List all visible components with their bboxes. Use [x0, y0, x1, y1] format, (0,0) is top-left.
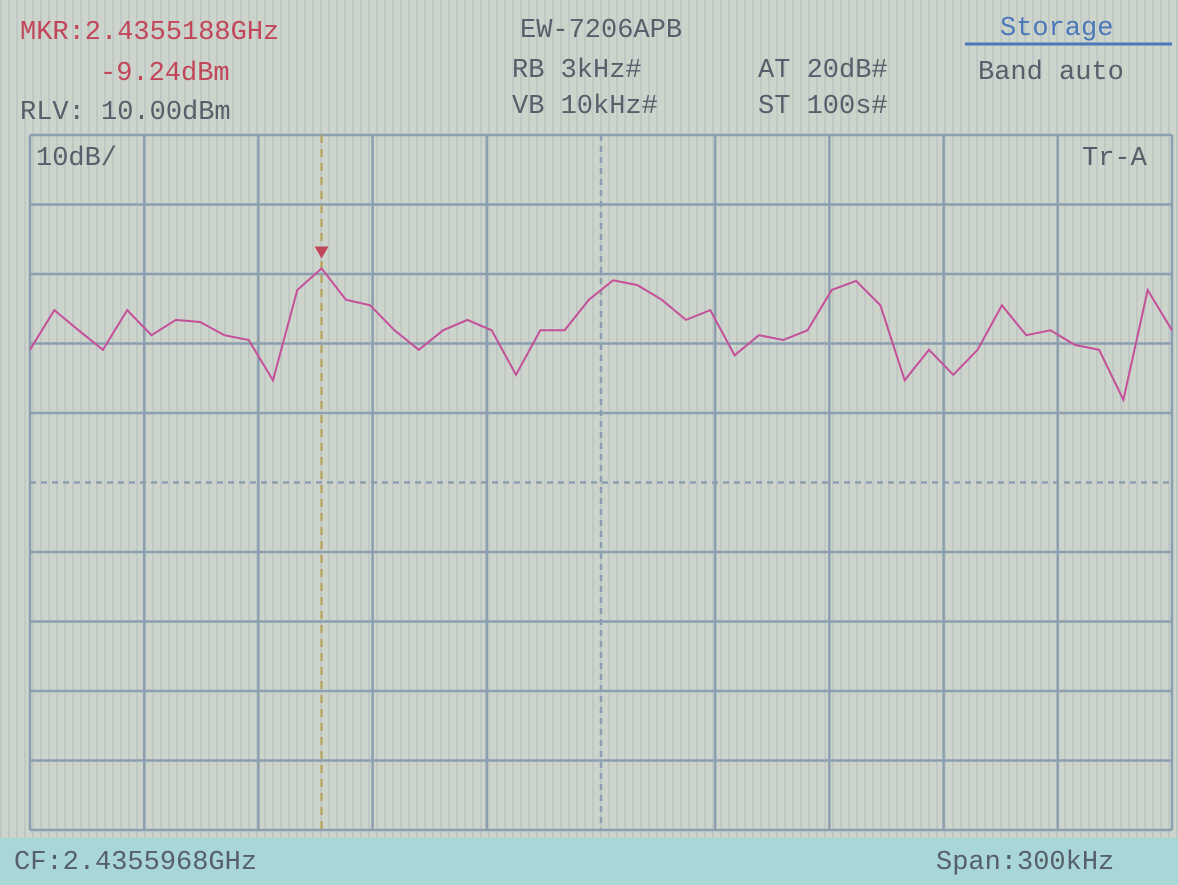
band: Band auto — [978, 58, 1124, 88]
ref-level: RLV: 10.00dBm — [20, 98, 231, 128]
center-freq: CF:2.4355968GHz — [14, 848, 257, 878]
marker-level: -9.24dBm — [100, 59, 230, 89]
vbw: VB 10kHz# — [512, 92, 658, 122]
scale: 10dB/ — [36, 144, 117, 174]
span: Span:300kHz — [936, 848, 1114, 878]
marker-freq: MKR:2.4355188GHz — [20, 18, 279, 48]
marker — [314, 246, 329, 259]
model: EW-7206APB — [520, 16, 682, 46]
atten: AT 20dB# — [758, 56, 888, 86]
trace-name: Tr-A — [1082, 144, 1148, 174]
rbw: RB 3kHz# — [512, 56, 642, 86]
grid — [28, 133, 1174, 832]
mode[interactable]: Storage — [1000, 14, 1113, 44]
trace — [29, 266, 1173, 403]
footer-bar — [0, 838, 1178, 885]
sweep: ST 100s# — [758, 92, 888, 122]
